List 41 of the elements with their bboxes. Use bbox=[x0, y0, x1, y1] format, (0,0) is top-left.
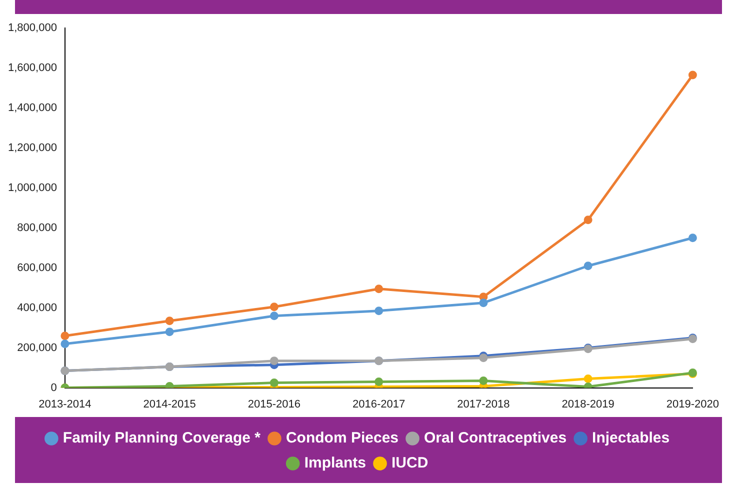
x-tick-label: 2014-2015 bbox=[143, 398, 196, 410]
point bbox=[165, 328, 174, 336]
y-tick-label: 1,600,000 bbox=[8, 62, 57, 74]
x-tick-label: 2019-2020 bbox=[666, 398, 719, 410]
point bbox=[60, 340, 70, 348]
legend-label: Oral Contraceptives bbox=[424, 430, 567, 447]
x-tick-label: 2013-2014 bbox=[38, 398, 92, 410]
point bbox=[688, 70, 697, 80]
y-tick-label: 1,000,000 bbox=[8, 182, 57, 194]
point bbox=[479, 376, 488, 386]
point bbox=[374, 378, 384, 386]
legend-label: Injectables bbox=[592, 430, 670, 447]
point bbox=[374, 284, 384, 294]
point bbox=[270, 356, 278, 366]
point bbox=[584, 262, 592, 270]
point bbox=[60, 332, 70, 340]
y-tick-label: 1,800,000 bbox=[8, 22, 57, 34]
x-tick-label: 2015-2016 bbox=[248, 398, 300, 410]
point bbox=[584, 374, 592, 384]
point bbox=[688, 234, 697, 242]
y-tick-label: 600,000 bbox=[17, 262, 57, 274]
y-tick-label: 800,000 bbox=[17, 222, 57, 234]
y-tick-label: 200,000 bbox=[17, 342, 57, 354]
y-tick-label: 400,000 bbox=[17, 302, 57, 314]
legend-label: Implants bbox=[304, 454, 366, 472]
y-tick-label: 1,400,000 bbox=[8, 102, 57, 114]
point bbox=[270, 302, 278, 312]
point bbox=[479, 298, 488, 308]
legend-label: Condom Pieces bbox=[286, 430, 398, 447]
x-tick-label: 2018-2019 bbox=[562, 398, 614, 410]
point bbox=[374, 306, 384, 316]
legend-label: Family Planning Coverage * bbox=[62, 430, 261, 447]
y-tick-label: 1,200,000 bbox=[8, 142, 57, 154]
point bbox=[584, 216, 592, 224]
point bbox=[270, 378, 278, 388]
legend-label: IUCD bbox=[392, 454, 428, 472]
point bbox=[165, 316, 174, 326]
y-tick-label: 0 bbox=[50, 382, 57, 394]
x-tick-label: 2016-2017 bbox=[352, 398, 406, 410]
x-tick-label: 2017-2018 bbox=[457, 398, 510, 410]
point bbox=[270, 312, 278, 320]
